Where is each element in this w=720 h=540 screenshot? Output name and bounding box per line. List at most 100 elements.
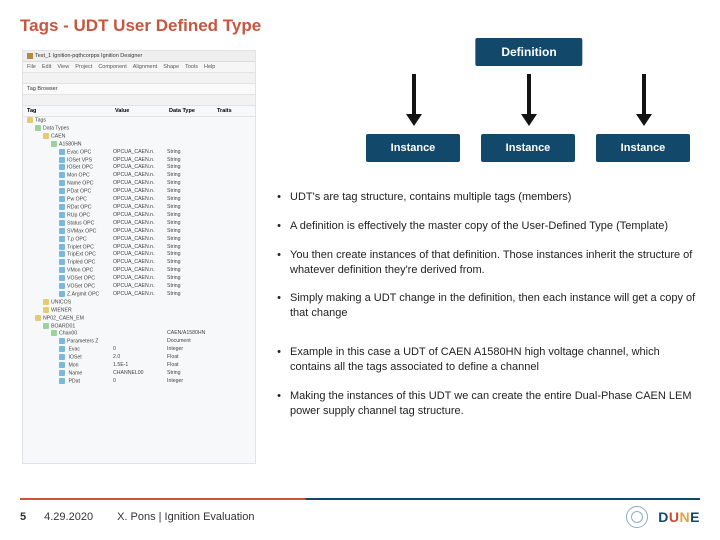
tag-rows: TagsData TypesCAENA1580HNEvac OPCOPCUA_C… [23,117,255,386]
cell-traits [215,275,253,283]
tag-icon [59,283,65,289]
type-icon [51,141,57,147]
table-row: Pw OPCOPCUA_CAEN.n.String [25,196,253,204]
cell-datatype: String [167,244,215,252]
cell-traits [215,220,253,228]
cell-traits [215,180,253,188]
arrow-3 [642,74,646,116]
bullet-dot: • [268,291,290,321]
bullet-dot: • [268,345,290,375]
page-title: Tags - UDT User Defined Type [20,16,261,36]
table-row: Mon OPCOPCUA_CAEN.n.String [25,172,253,180]
cell-datatype: Integer [167,378,215,386]
cell-value [113,338,167,346]
instance-box-1: Instance [366,134,460,162]
cell-traits [215,133,253,141]
cell-tag: PDat OPC [25,188,113,196]
cell-datatype [167,315,215,323]
table-row: VOSet OPCOPCUA_CAEN.n.String [25,283,253,291]
cell-tag: Evac [25,346,113,354]
bullet-text: You then create instances of that defini… [290,248,702,278]
cell-tag: VMon OPC [25,267,113,275]
tag-icon [59,220,65,226]
cell-tag: IOSet OPC [25,164,113,172]
cell-tag: Name [25,370,113,378]
cell-value [113,315,167,323]
cell-traits [215,172,253,180]
cell-tag: IOSet VPS [25,157,113,165]
cell-value: OPCUA_CAEN.n. [113,204,167,212]
table-row: TripExt OPCOPCUA_CAEN.n.String [25,251,253,259]
tag-icon [59,259,65,265]
menu-item: Edit [42,64,51,70]
tag-icon [59,267,65,273]
cell-tag: Status OPC [25,220,113,228]
folder-icon [27,117,33,123]
cell-tag: Pw OPC [25,196,113,204]
tag-icon [59,172,65,178]
folder-icon [43,299,49,305]
cell-traits [215,141,253,149]
cell-tag: BOARD01 [25,323,113,331]
cell-traits [215,196,253,204]
table-row: WIENER [25,307,253,315]
cell-traits [215,370,253,378]
cell-value: OPCUA_CAEN.n. [113,267,167,275]
cell-datatype: String [167,157,215,165]
cell-datatype: String [167,259,215,267]
cell-datatype: String [167,196,215,204]
cell-traits [215,346,253,354]
folder-icon [43,307,49,313]
designer-screenshot: Test_1 Ignition-pqthcorpps Ignition Desi… [22,50,256,464]
cell-datatype: String [167,283,215,291]
cell-datatype: Float [167,362,215,370]
cell-tag: SVMax OPC [25,228,113,236]
toolbar [23,73,255,84]
cell-traits [215,204,253,212]
folder-icon [35,315,41,321]
bullet-dot: • [268,389,290,419]
cell-tag: IOSet [25,354,113,362]
cell-value: OPCUA_CAEN.n. [113,180,167,188]
menu-item: Help [204,64,215,70]
bullet-dot: • [268,219,290,234]
cell-value [113,117,167,125]
cell-datatype: String [167,149,215,157]
bullet-item: •Example in this case a UDT of CAEN A158… [268,345,702,375]
cell-traits [215,291,253,299]
bullet-item: •You then create instances of that defin… [268,248,702,278]
table-row: Data Types [25,125,253,133]
type-icon [35,125,41,131]
cell-value: OPCUA_CAEN.n. [113,212,167,220]
cell-datatype: Float [167,354,215,362]
cell-tag: A1580HN [25,141,113,149]
cell-traits [215,307,253,315]
table-row: Evac OPCOPCUA_CAEN.n.String [25,149,253,157]
menu-item: Component [98,64,126,70]
menu-item: File [27,64,36,70]
tag-icon [59,204,65,210]
tag-icon [59,275,65,281]
cell-traits [215,244,253,252]
cell-value [113,133,167,141]
footer-date: 4.29.2020 [44,511,93,523]
arrow-1 [412,74,416,116]
cell-tag: Tags [25,117,113,125]
cell-tag: Chan00 [25,330,113,338]
cell-tag: VOSet OPC [25,275,113,283]
table-row: IOSet2.0Float [25,354,253,362]
seal-icon [626,506,648,528]
col-traits: Traits [217,108,232,114]
cell-tag: Mon [25,362,113,370]
bullet-text: UDT's are tag structure, contains multip… [290,190,571,205]
cell-traits [215,299,253,307]
table-row: Tripled OPCOPCUA_CAEN.n.String [25,259,253,267]
cell-value: OPCUA_CAEN.n. [113,244,167,252]
footer-author: X. Pons | Ignition Evaluation [117,511,254,523]
cell-datatype: String [167,267,215,275]
cell-value [113,141,167,149]
tag-icon [59,149,65,155]
cell-value: 2.0 [113,354,167,362]
cell-datatype: String [167,275,215,283]
bullet-text: Simply making a UDT change in the defini… [290,291,702,321]
